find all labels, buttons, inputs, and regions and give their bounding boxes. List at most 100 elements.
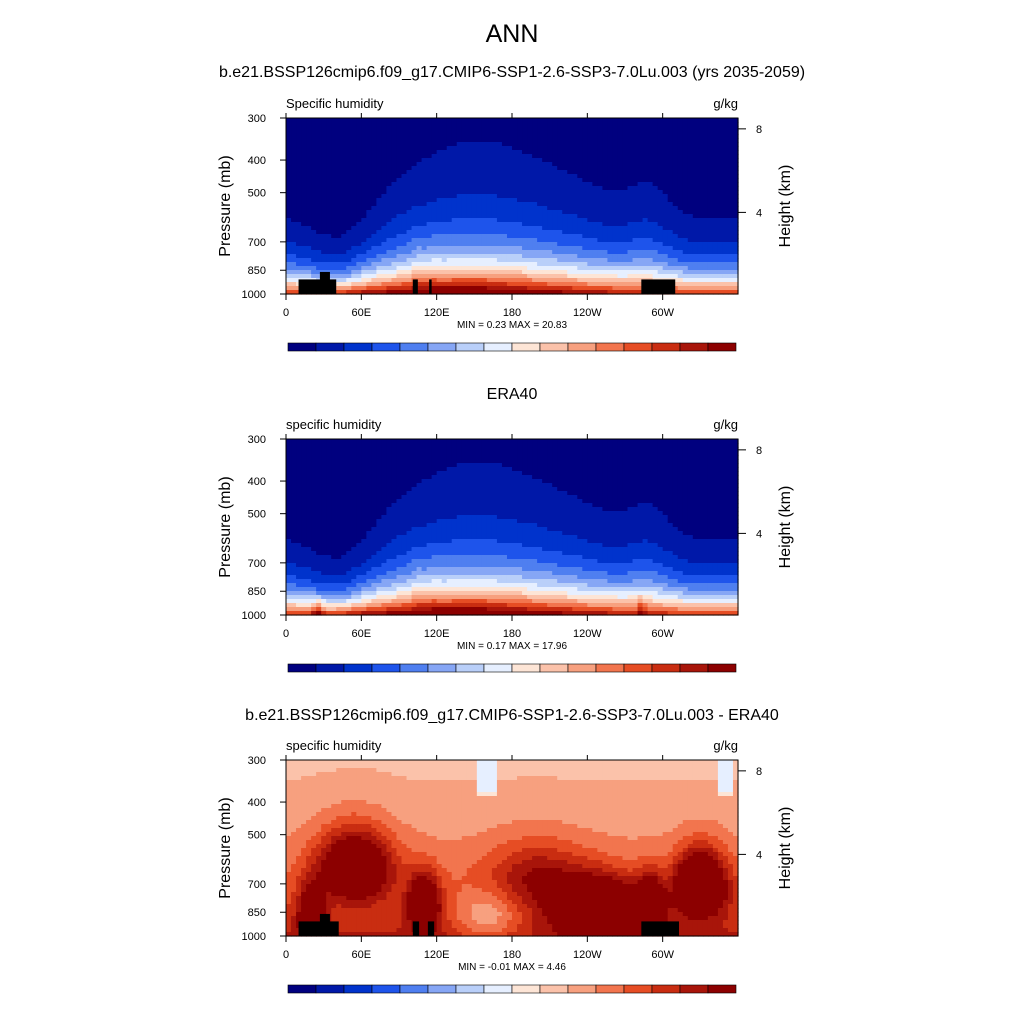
contour-cell xyxy=(506,206,513,211)
contour-cell xyxy=(702,242,709,247)
contour-cell xyxy=(391,230,398,235)
contour-cell xyxy=(366,154,372,159)
contour-cell xyxy=(582,158,588,163)
contour-cell xyxy=(391,202,398,207)
contour-cell xyxy=(547,238,553,243)
contour-cell xyxy=(632,226,639,231)
contour-cell xyxy=(366,471,372,476)
contour-cell xyxy=(607,190,614,195)
contour-cell xyxy=(567,459,573,464)
contour-cell xyxy=(597,126,603,131)
contour-cell xyxy=(351,447,357,452)
contour-cell xyxy=(291,254,297,259)
contour-cell xyxy=(441,250,448,255)
contour-cell xyxy=(306,150,312,155)
contour-cell xyxy=(286,222,292,227)
contour-cell xyxy=(707,162,714,167)
contour-cell xyxy=(612,158,619,163)
contour-cell xyxy=(366,467,372,472)
contour-cell xyxy=(436,190,443,195)
contour-cell xyxy=(411,202,418,207)
contour-cell xyxy=(677,182,684,187)
contour-cell xyxy=(356,447,362,452)
contour-cell xyxy=(697,182,704,187)
contour-cell xyxy=(466,230,473,235)
contour-cell xyxy=(391,439,398,444)
contour-cell xyxy=(717,186,724,191)
contour-cell xyxy=(406,214,413,219)
contour-cell xyxy=(687,138,694,143)
contour-cell xyxy=(712,459,719,464)
contour-cell xyxy=(527,447,533,452)
contour-cell xyxy=(321,471,327,476)
contour-cell xyxy=(597,262,603,267)
contour-cell xyxy=(667,254,674,259)
contour-cell xyxy=(617,246,624,251)
contour-cell xyxy=(391,158,398,163)
contour-cell xyxy=(496,270,503,275)
contour-cell xyxy=(356,467,362,472)
contour-cell xyxy=(687,202,694,207)
contour-cell xyxy=(501,234,508,239)
contour-cell xyxy=(451,218,458,223)
contour-cell xyxy=(622,122,629,127)
contour-cell xyxy=(331,274,337,279)
contour-cell xyxy=(436,174,443,179)
contour-cell xyxy=(386,186,393,191)
contour-cell xyxy=(486,154,493,159)
contour-cell xyxy=(612,266,619,271)
contour-cell xyxy=(577,250,583,255)
contour-cell xyxy=(687,162,694,167)
contour-cell xyxy=(712,186,719,191)
contour-cell xyxy=(371,447,377,452)
contour-cell xyxy=(431,142,438,147)
contour-cell xyxy=(722,202,729,207)
contour-cell xyxy=(542,290,548,295)
contour-cell xyxy=(336,439,342,444)
contour-cell xyxy=(291,210,297,215)
contour-cell xyxy=(647,170,654,175)
contour-cell xyxy=(687,174,694,179)
contour-cell xyxy=(692,130,699,135)
contour-cell xyxy=(642,270,649,275)
contour-cell xyxy=(336,290,342,295)
contour-cell xyxy=(481,198,488,203)
contour-cell xyxy=(617,290,624,295)
contour-cell xyxy=(682,274,689,279)
contour-cell xyxy=(491,118,498,123)
contour-cell xyxy=(542,210,548,215)
contour-cell xyxy=(697,162,704,167)
contour-cell xyxy=(396,226,403,231)
contour-cell xyxy=(582,282,588,287)
contour-cell xyxy=(446,170,453,175)
contour-cell xyxy=(426,443,433,448)
contour-cell xyxy=(466,266,473,271)
contour-cell xyxy=(577,138,583,143)
contour-cell xyxy=(316,258,322,263)
contour-cell xyxy=(506,178,513,183)
contour-cell xyxy=(351,190,357,195)
contour-cell xyxy=(612,270,619,275)
contour-cell xyxy=(396,142,403,147)
contour-cell xyxy=(697,250,704,255)
contour-cell xyxy=(296,126,302,131)
contour-cell xyxy=(396,150,403,155)
contour-cell xyxy=(517,451,523,456)
contour-cell xyxy=(732,202,739,207)
contour-cell xyxy=(316,443,322,448)
contour-cell xyxy=(351,479,357,484)
contour-cell xyxy=(386,126,393,131)
contour-cell xyxy=(456,118,463,123)
contour-cell xyxy=(346,459,352,464)
contour-cell xyxy=(617,202,624,207)
contour-cell xyxy=(451,146,458,151)
contour-cell xyxy=(461,242,468,247)
contour-cell xyxy=(406,258,413,263)
contour-cell xyxy=(436,266,443,271)
contour-cell xyxy=(306,162,312,167)
contour-cell xyxy=(722,463,729,468)
contour-cell xyxy=(632,258,639,263)
contour-cell xyxy=(637,471,644,476)
contour-cell xyxy=(687,242,694,247)
contour-cell xyxy=(466,479,473,484)
